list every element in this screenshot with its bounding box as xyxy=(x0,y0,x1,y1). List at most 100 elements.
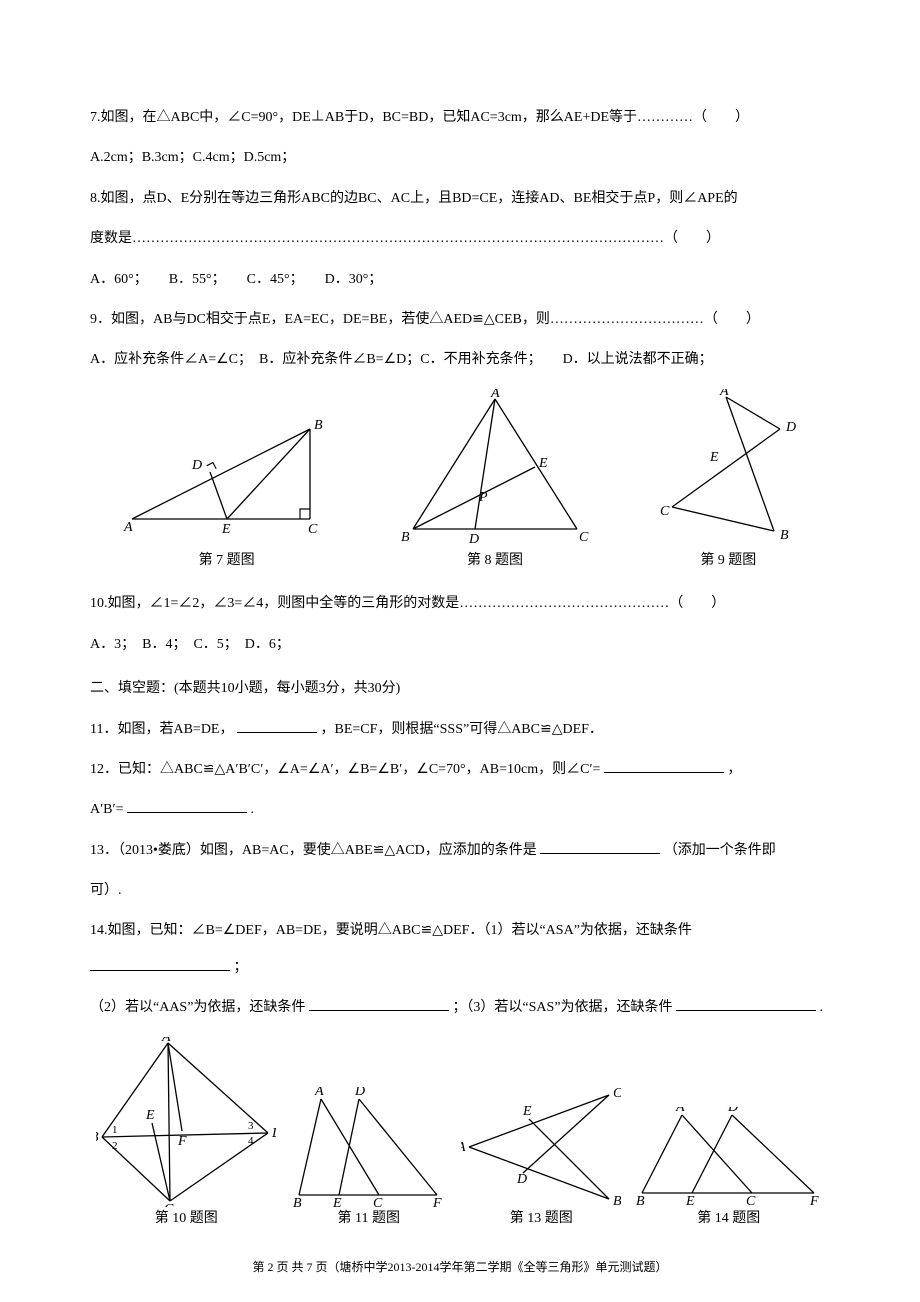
svg-text:4: 4 xyxy=(248,1135,254,1147)
svg-text:A: A xyxy=(314,1087,324,1099)
svg-text:A: A xyxy=(675,1107,685,1115)
svg-text:C: C xyxy=(613,1087,621,1101)
section-2-heading: 二、填空题：(本题共10小题，每小题3分，共30分) xyxy=(90,671,830,707)
question-11-text-a: 11．如图，若AB=DE， xyxy=(90,722,234,737)
figure-10-svg: A B D C E F 1 2 3 4 xyxy=(96,1037,276,1207)
figure-13: C E A D B 第 13 题图 xyxy=(461,1087,621,1229)
figure-14: A D B E C F 第 14 题图 xyxy=(634,1107,824,1229)
figure-7-caption: 第 7 题图 xyxy=(199,551,255,571)
svg-text:B: B xyxy=(780,528,789,543)
svg-text:D: D xyxy=(468,532,479,547)
svg-text:F: F xyxy=(177,1134,187,1149)
question-9: 9．如图，AB与DC相交于点E，EA=EC，DE=BE，若使△AED≌△CEB，… xyxy=(90,302,830,338)
svg-text:A: A xyxy=(490,389,500,401)
svg-text:D: D xyxy=(354,1087,365,1099)
svg-text:D: D xyxy=(727,1107,738,1115)
question-14-line1: 14.如图，已知：∠B=∠DEF，AB=DE，要说明△ABC≌△DEF．（1）若… xyxy=(90,913,830,986)
svg-text:E: E xyxy=(522,1104,532,1119)
figures-row-2: A B D C E F 1 2 3 4 第 10 题图 A D B E C F 第 11 题图 C E A D B … xyxy=(90,1037,830,1229)
svg-text:C: C xyxy=(164,1202,174,1207)
figure-9-caption: 第 9 题图 xyxy=(700,551,756,571)
figure-11-svg: ADBECF xyxy=(289,1087,449,1207)
svg-text:E: E xyxy=(145,1108,155,1123)
svg-text:3: 3 xyxy=(248,1120,254,1132)
question-8-line2: 度数是…………………………………………………………………………………………………… xyxy=(90,221,830,257)
svg-text:D: D xyxy=(271,1126,276,1141)
svg-text:D: D xyxy=(785,420,796,435)
figure-8: A B C D E P 第 8 题图 xyxy=(395,389,595,571)
svg-text:B: B xyxy=(401,530,410,545)
question-14-blank-1 xyxy=(90,957,230,971)
svg-text:D: D xyxy=(516,1172,527,1187)
figure-13-caption: 第 13 题图 xyxy=(510,1209,573,1229)
question-12-text-a: 12．已知：△ABC≌△A′B′C′，∠A=∠A′，∠B=∠B′，∠C=70°，… xyxy=(90,762,600,777)
question-8-options: A．60°； B．55°； C．45°； D．30°； xyxy=(90,262,830,298)
svg-text:C: C xyxy=(746,1194,756,1207)
question-12-line2: A′B′= . xyxy=(90,792,830,828)
question-14-text-e: . xyxy=(820,1000,824,1015)
question-8-line1: 8.如图，点D、E分别在等边三角形ABC的边BC、AC上，且BD=CE，连接AD… xyxy=(90,181,830,217)
question-11-blank xyxy=(237,719,317,733)
figure-10: A B D C E F 1 2 3 4 第 10 题图 xyxy=(96,1037,276,1229)
svg-text:F: F xyxy=(809,1194,819,1207)
question-7: 7.如图，在△ABC中，∠C=90°，DE⊥AB于D，BC=BD，已知AC=3c… xyxy=(90,100,830,136)
figure-14-svg: A D B E C F xyxy=(634,1107,824,1207)
question-13-text-a: 13．（2013•娄底）如图，AB=AC，要使△ABE≌△ACD，应添加的条件是 xyxy=(90,843,537,858)
figure-11: ADBECF 第 11 题图 xyxy=(289,1087,449,1229)
question-12-text-c: A′B′= xyxy=(90,802,123,817)
question-14-text-d: ；（3）若以“SAS”为依据，还缺条件 xyxy=(452,1000,672,1015)
question-7-options: A.2cm；B.3cm；C.4cm；D.5cm； xyxy=(90,140,830,176)
page-footer: 第 2 页 共 7 页（塘桥中学2013-2014学年第二学期《全等三角形》单元… xyxy=(0,1260,920,1274)
svg-text:A: A xyxy=(719,389,729,399)
svg-text:E: E xyxy=(709,450,719,465)
svg-text:B: B xyxy=(636,1194,645,1207)
svg-text:B: B xyxy=(314,418,323,433)
question-14-line2: （2）若以“AAS”为依据，还缺条件 ；（3）若以“SAS”为依据，还缺条件 . xyxy=(90,990,830,1026)
svg-text:2: 2 xyxy=(112,1140,118,1152)
svg-text:C: C xyxy=(579,530,589,545)
svg-text:E: E xyxy=(221,522,231,537)
question-14-blank-2 xyxy=(309,997,449,1011)
question-11-text-b: ，BE=CF，则根据“SSS”可得△ABC≌△DEF． xyxy=(321,722,603,737)
question-14-text-b: ； xyxy=(234,960,248,975)
svg-text:D: D xyxy=(191,458,202,473)
svg-text:P: P xyxy=(478,490,488,505)
figure-7-svg: A E C B D xyxy=(122,399,332,549)
svg-text:A: A xyxy=(461,1140,466,1155)
svg-text:B: B xyxy=(96,1130,99,1145)
question-12-blank-2 xyxy=(127,799,247,813)
figure-14-caption: 第 14 题图 xyxy=(697,1209,760,1229)
svg-text:E: E xyxy=(538,456,548,471)
figure-9: A D E C B 第 9 题图 xyxy=(658,389,798,571)
question-10-options: A．3； B．4； C．5； D．6； xyxy=(90,627,830,663)
svg-text:A: A xyxy=(123,520,133,535)
figure-9-svg: A D E C B xyxy=(658,389,798,549)
svg-text:C: C xyxy=(373,1196,383,1207)
svg-text:E: E xyxy=(332,1196,342,1207)
question-13-text-b: （添加一个条件即 xyxy=(664,843,776,858)
svg-text:A: A xyxy=(161,1037,171,1045)
question-10: 10.如图，∠1=∠2，∠3=∠4，则图中全等的三角形的对数是………………………… xyxy=(90,586,830,622)
question-12-blank-1 xyxy=(604,759,724,773)
figure-8-caption: 第 8 题图 xyxy=(467,551,523,571)
svg-text:C: C xyxy=(308,522,318,537)
svg-text:B: B xyxy=(613,1194,621,1207)
question-12-text-b: ， xyxy=(727,762,741,777)
svg-text:1: 1 xyxy=(112,1124,118,1136)
figure-7: A E C B D 第 7 题图 xyxy=(122,399,332,571)
svg-text:E: E xyxy=(685,1194,695,1207)
question-12-line1: 12．已知：△ABC≌△A′B′C′，∠A=∠A′，∠B=∠B′，∠C=70°，… xyxy=(90,752,830,788)
svg-text:B: B xyxy=(293,1196,302,1207)
question-11: 11．如图，若AB=DE， ，BE=CF，则根据“SSS”可得△ABC≌△DEF… xyxy=(90,712,830,748)
question-14-text-c: （2）若以“AAS”为依据，还缺条件 xyxy=(90,1000,305,1015)
question-9-options: A．应补充条件∠A=∠C； B．应补充条件∠B=∠D；C．不用补充条件； D．以… xyxy=(90,342,830,378)
figure-10-caption: 第 10 题图 xyxy=(155,1209,218,1229)
question-13-line2: 可）. xyxy=(90,873,830,909)
figure-8-svg: A B C D E P xyxy=(395,389,595,549)
figure-11-caption: 第 11 题图 xyxy=(338,1209,400,1229)
svg-text:C: C xyxy=(660,504,670,519)
question-13-line1: 13．（2013•娄底）如图，AB=AC，要使△ABE≌△ACD，应添加的条件是… xyxy=(90,833,830,869)
question-14-blank-3 xyxy=(676,997,816,1011)
question-14-text-a: 14.如图，已知：∠B=∠DEF，AB=DE，要说明△ABC≌△DEF．（1）若… xyxy=(90,923,692,938)
question-13-blank xyxy=(540,840,660,854)
